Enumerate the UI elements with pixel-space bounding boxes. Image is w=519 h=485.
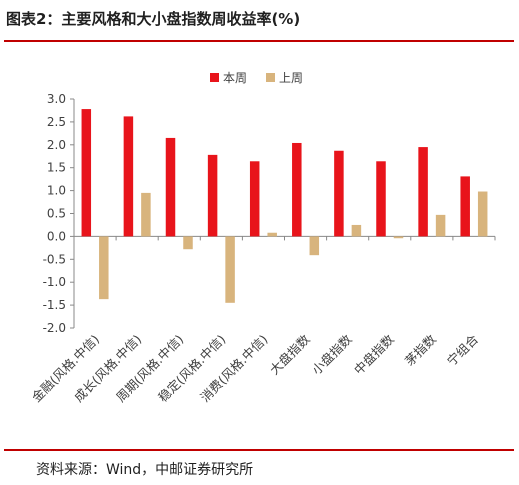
last-week-bar xyxy=(225,236,235,303)
title-rule xyxy=(4,40,514,42)
source-note: 资料来源：Wind，中邮证券研究所 xyxy=(36,462,254,478)
last-week-bar xyxy=(435,214,446,237)
legend-label-last-week: 上周 xyxy=(279,71,303,85)
category-label: 宁组合 xyxy=(444,331,481,368)
labels: 3.02.52.01.51.00.50.0-0.5-1.0-1.5-2.0金融(… xyxy=(29,92,482,405)
legend-swatch-last-week xyxy=(266,73,275,82)
legend-swatch-this-week xyxy=(210,73,219,82)
figure-title: 图表2：主要风格和大小盘指数周收益率(%) xyxy=(6,10,301,28)
y-tick-label: 1.5 xyxy=(47,161,66,175)
category-label: 大盘指数 xyxy=(267,331,313,377)
category-label: 中盘指数 xyxy=(351,331,397,377)
bar-chart: 本周 上周 3.0 2.5 2.0 1.5 1.0 0.5 0.0 -0.5 -1.0 -1.5 -… xyxy=(29,71,496,405)
last-week-bar xyxy=(183,236,193,250)
this-week-bar xyxy=(376,161,386,237)
legend: 本周 上周 xyxy=(210,71,303,85)
this-week-bar xyxy=(418,147,428,237)
bars xyxy=(81,109,488,303)
y-tick-label: -0.5 xyxy=(43,252,66,266)
this-week-bar xyxy=(460,176,470,237)
y-tick-label: -1.5 xyxy=(43,298,66,312)
last-week-bar xyxy=(477,191,488,237)
y-tick-label: 2.5 xyxy=(47,115,66,129)
y-tick-label: -1.0 xyxy=(43,275,66,289)
y-tick-label: 2.0 xyxy=(47,138,66,152)
this-week-bar xyxy=(207,154,218,237)
last-week-bar xyxy=(267,232,277,237)
category-label: 茅指数 xyxy=(402,331,439,368)
this-week-bar xyxy=(292,142,302,237)
this-week-bar xyxy=(123,116,134,237)
this-week-bar xyxy=(334,150,344,237)
y-tick-label: 0.0 xyxy=(47,229,66,243)
last-week-bar xyxy=(99,236,109,300)
this-week-bar xyxy=(81,109,92,237)
last-week-bar xyxy=(309,236,320,256)
legend-label-this-week: 本周 xyxy=(223,71,247,85)
this-week-bar xyxy=(249,161,260,237)
y-tick-label: 0.5 xyxy=(47,207,66,221)
y-tick-label: -2.0 xyxy=(43,321,66,335)
y-tick-label: 3.0 xyxy=(47,92,66,106)
footer-rule xyxy=(4,449,514,451)
last-week-bar xyxy=(393,236,404,239)
axes xyxy=(70,98,496,329)
category-label: 小盘指数 xyxy=(309,331,355,377)
this-week-bar xyxy=(165,137,176,237)
last-week-bar xyxy=(141,192,151,237)
y-tick-label: 1.0 xyxy=(47,184,66,198)
last-week-bar xyxy=(351,224,362,237)
